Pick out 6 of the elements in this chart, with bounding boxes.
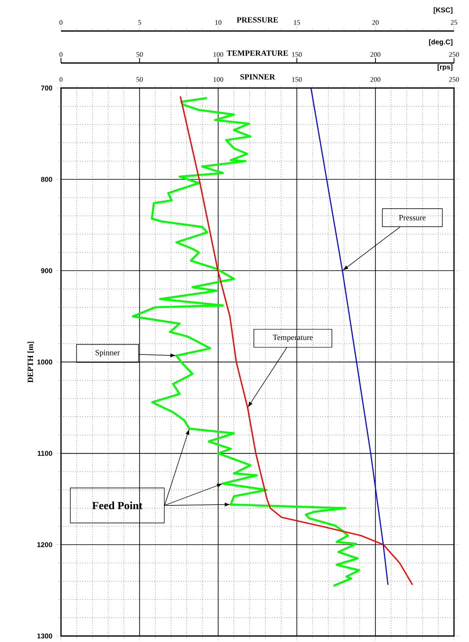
x2-axis-title: SPINNER bbox=[240, 74, 276, 80]
y-axis-title: DEPTH [m] bbox=[27, 342, 34, 383]
annotation: Spinner bbox=[96, 350, 120, 357]
annotation: Pressure bbox=[399, 215, 426, 220]
x-axis-title: PRESSURE bbox=[236, 17, 278, 23]
text: TEMPERATURE bbox=[226, 50, 288, 56]
